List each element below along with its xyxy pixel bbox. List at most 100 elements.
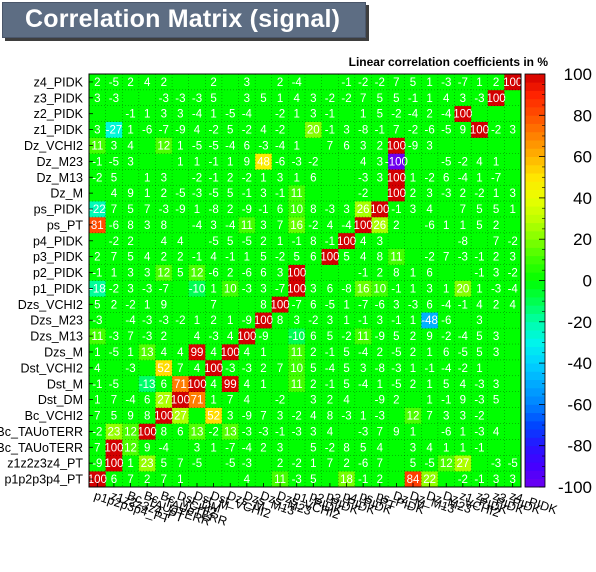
heatmap-cell [238, 153, 256, 170]
heatmap-cell [371, 328, 389, 345]
colorbar-tick-label: -20 [567, 313, 592, 332]
heatmap-cell-value: 3 [493, 347, 499, 359]
heatmap-cell [221, 407, 239, 424]
heatmap-cell-value: 9 [161, 299, 167, 311]
heatmap-cell [338, 201, 356, 218]
heatmap-cell-value: 6 [443, 347, 449, 359]
heatmap-cell-value: 8 [161, 426, 167, 438]
heatmap-cell [205, 296, 223, 313]
heatmap-cell [172, 296, 189, 313]
heatmap-cell-value: -2 [92, 172, 102, 184]
heatmap-cell-value: 7 [277, 220, 283, 232]
colorbar-bin [525, 140, 545, 149]
heatmap-cell-value: -2 [275, 395, 285, 407]
heatmap-cell [471, 407, 489, 424]
heatmap-cell [172, 105, 189, 122]
heatmap-cell-value: 100 [287, 283, 306, 295]
heatmap-cell-value: 1 [127, 458, 133, 470]
heatmap-cell-value: -3 [375, 411, 385, 423]
heatmap-cell [138, 232, 156, 250]
heatmap-cell [271, 137, 289, 154]
heatmap-cell [388, 328, 405, 345]
heatmap-cell [305, 185, 322, 202]
heatmap-cell [205, 201, 223, 218]
heatmap-cell [454, 375, 472, 392]
heatmap-cell [89, 328, 106, 345]
heatmap-cell [221, 248, 239, 265]
heatmap-cell-value: -3 [491, 283, 501, 295]
heatmap-cell [354, 105, 372, 122]
y-axis-label: p1_PIDK [33, 282, 84, 296]
heatmap-cell [205, 344, 223, 361]
heatmap-cell [321, 296, 339, 313]
heatmap-cell [321, 264, 339, 281]
heatmap-cell [437, 74, 455, 91]
colorbar-bin [525, 354, 545, 364]
heatmap-cell-value: -1 [92, 268, 102, 280]
heatmap-cell-value: 5 [177, 268, 183, 280]
heatmap-cell [421, 328, 439, 345]
heatmap-cell [271, 344, 289, 361]
heatmap-cell [138, 328, 156, 345]
heatmap-cell [255, 89, 273, 107]
heatmap-cell [155, 216, 173, 234]
heatmap-cell [437, 201, 455, 218]
heatmap-cell-value: -2 [275, 125, 285, 137]
heatmap-cell [371, 439, 389, 456]
heatmap-cell-value: -3 [408, 299, 418, 311]
heatmap-cell-value: -2 [208, 426, 218, 438]
heatmap-cell-value: 4 [227, 331, 234, 343]
heatmap-cell-value: 3 [127, 268, 133, 280]
heatmap-cell [138, 439, 156, 456]
heatmap-cell-value: -9 [408, 140, 418, 152]
y-axis-label: p3_PIDK [33, 250, 84, 264]
heatmap-cell-value: -5 [441, 125, 451, 137]
heatmap-cell-value: 12 [157, 268, 170, 280]
heatmap-cell [454, 455, 472, 472]
heatmap-cell [155, 280, 173, 297]
heatmap-cell [172, 153, 189, 170]
heatmap-cell-value: 9 [144, 442, 150, 454]
heatmap-cell [354, 280, 372, 297]
heatmap-cell [305, 264, 322, 281]
colorbar-bin [525, 230, 545, 240]
heatmap-cell-value: -1 [358, 474, 368, 486]
heatmap-cell [305, 74, 322, 91]
heatmap-cell [288, 471, 306, 488]
heatmap-cell-value: 1 [493, 188, 499, 200]
heatmap-cell [221, 89, 239, 107]
heatmap-cell [105, 105, 123, 122]
heatmap-cell-value: -7 [458, 77, 468, 89]
heatmap-cell [188, 121, 206, 138]
heatmap-cell [122, 201, 140, 218]
heatmap-cell [122, 121, 140, 138]
heatmap-cell-value: 3 [426, 188, 432, 200]
heatmap-cell-value: 2 [127, 236, 133, 248]
heatmap-cell [89, 153, 106, 170]
heatmap-cell-value: 4 [360, 236, 367, 248]
heatmap-cell [404, 137, 422, 154]
heatmap-cell [504, 280, 522, 297]
heatmap-cell-value: -4 [508, 283, 519, 295]
heatmap-cell [338, 280, 356, 297]
y-axis-label: Bc_TAUoTERR [0, 441, 83, 455]
heatmap-cell-value: 3 [460, 411, 466, 423]
heatmap-cell-value: 5 [111, 172, 117, 184]
heatmap-cell-value: -4 [159, 442, 170, 454]
colorbar-bin [525, 98, 545, 108]
heatmap-cell [105, 74, 123, 91]
heatmap-cell-value: 2 [127, 77, 133, 89]
heatmap-cell-value: 99 [224, 379, 237, 391]
heatmap-cell [138, 121, 156, 138]
heatmap-cell [89, 248, 106, 265]
heatmap-cell-value: 3 [144, 268, 150, 280]
heatmap-cell [271, 185, 289, 202]
heatmap-cell [421, 121, 439, 138]
heatmap-cell [421, 216, 439, 234]
y-axis-label: ps_PT [47, 218, 83, 232]
heatmap-cell [504, 439, 522, 456]
heatmap-cell [471, 344, 489, 361]
heatmap-cell [404, 169, 422, 186]
heatmap-cell-value: 1 [210, 442, 216, 454]
heatmap-cell [487, 328, 505, 345]
